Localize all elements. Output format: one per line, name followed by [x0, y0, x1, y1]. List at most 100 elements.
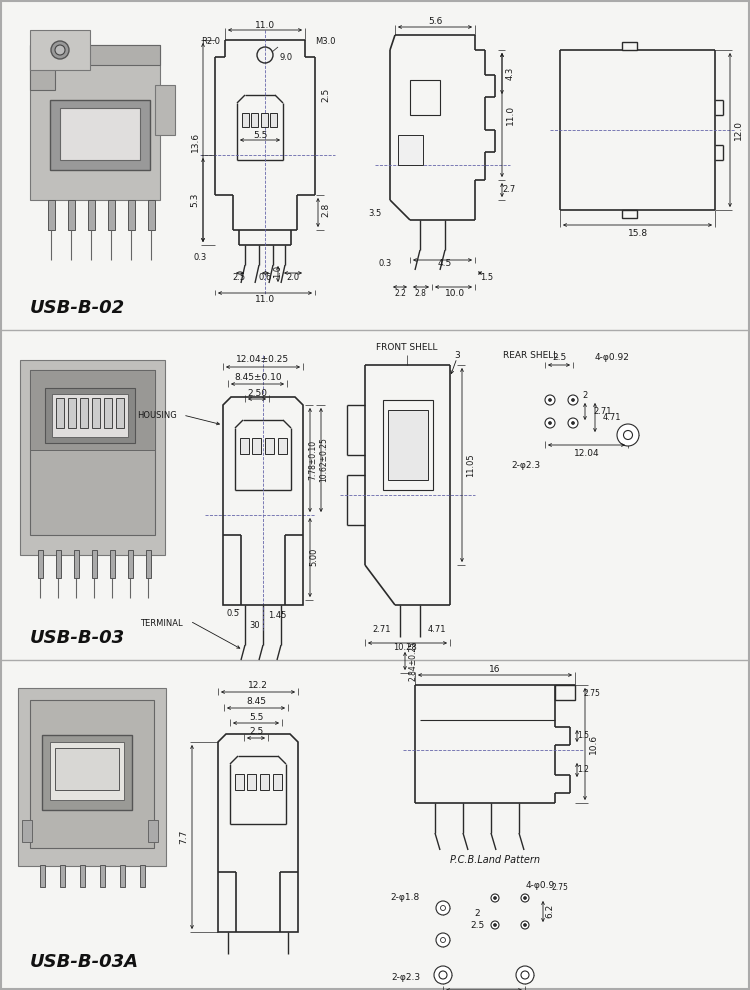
Bar [410, 80, 440, 115]
Text: 2.50: 2.50 [247, 388, 267, 398]
Text: USB-B-02: USB-B-02 [30, 299, 125, 317]
Text: 1.5: 1.5 [577, 731, 589, 740]
Text: 9.0: 9.0 [279, 52, 292, 61]
Text: 10.6: 10.6 [589, 734, 598, 754]
Text: 1.2: 1.2 [577, 765, 589, 774]
Text: 7.78±0.10: 7.78±0.10 [308, 440, 317, 480]
Bar [622, 210, 637, 218]
Text: 4-φ0.92: 4-φ0.92 [595, 352, 630, 361]
Text: 5.5: 5.5 [249, 713, 263, 722]
Text: 2.84±0.25: 2.84±0.25 [409, 641, 418, 681]
Text: 10.62±0.25: 10.62±0.25 [320, 438, 328, 482]
Text: 0.5̅: 0.5̅ [226, 609, 239, 618]
Circle shape [440, 906, 446, 911]
Text: TERMINAL: TERMINAL [140, 619, 183, 628]
Bar [38, 550, 43, 578]
Bar [74, 550, 79, 578]
Bar [42, 735, 132, 810]
Text: USB-B-03: USB-B-03 [30, 629, 125, 647]
Text: 5.5: 5.5 [253, 132, 267, 141]
Text: 13.6: 13.6 [190, 132, 200, 152]
Bar [146, 550, 151, 578]
Circle shape [491, 894, 499, 902]
Bar [155, 85, 175, 135]
Bar [30, 370, 155, 450]
Text: 2: 2 [582, 390, 588, 400]
Bar [60, 108, 140, 160]
Text: 10.0: 10.0 [445, 288, 465, 298]
Circle shape [568, 395, 578, 405]
Text: M3.0: M3.0 [315, 38, 335, 47]
Text: USB-B-03A: USB-B-03A [30, 953, 139, 971]
Bar [140, 865, 145, 887]
Text: 2.71: 2.71 [373, 626, 392, 635]
Circle shape [545, 395, 555, 405]
Text: 2-φ2.3: 2-φ2.3 [391, 972, 420, 981]
Bar [235, 774, 244, 790]
Circle shape [521, 921, 529, 929]
Text: 2.5: 2.5 [552, 352, 566, 361]
Bar [128, 550, 133, 578]
Text: 30: 30 [250, 621, 260, 630]
Circle shape [494, 924, 496, 927]
Bar [80, 398, 88, 428]
Text: 2.0: 2.0 [286, 272, 299, 281]
Circle shape [572, 422, 574, 425]
Text: 4.5: 4.5 [438, 258, 452, 267]
Text: 2: 2 [474, 909, 480, 918]
Text: 4.71: 4.71 [427, 626, 446, 635]
Bar [104, 398, 112, 428]
Bar [68, 398, 76, 428]
Text: 12.0: 12.0 [734, 120, 742, 140]
Text: 5.6: 5.6 [427, 18, 442, 27]
Bar [116, 398, 124, 428]
Bar [240, 438, 249, 454]
Circle shape [524, 924, 526, 927]
Text: 16: 16 [489, 665, 501, 674]
Text: 2-φ1.8: 2-φ1.8 [391, 894, 420, 903]
Text: 2.8: 2.8 [414, 288, 426, 298]
Text: 12.04±0.25: 12.04±0.25 [236, 355, 290, 364]
Bar [555, 685, 575, 700]
Circle shape [51, 41, 69, 59]
Bar [110, 550, 115, 578]
Bar [18, 688, 166, 866]
Text: 2.2: 2.2 [394, 288, 406, 298]
Circle shape [440, 938, 446, 942]
Text: 2.5: 2.5 [232, 272, 245, 281]
Text: 4.3: 4.3 [506, 66, 515, 79]
Text: 2-φ2.3: 2-φ2.3 [511, 460, 540, 469]
Text: 1.5: 1.5 [480, 272, 494, 281]
Circle shape [568, 418, 578, 428]
Bar [8, 345, 183, 605]
Bar [383, 400, 433, 490]
Circle shape [516, 966, 534, 984]
Bar [148, 200, 155, 230]
Circle shape [524, 897, 526, 900]
Text: 2.75: 2.75 [583, 688, 600, 698]
Circle shape [439, 971, 447, 979]
Circle shape [521, 894, 529, 902]
Bar [260, 774, 269, 790]
Text: 15.8: 15.8 [628, 229, 648, 238]
Bar [398, 135, 423, 165]
Bar [8, 675, 183, 910]
Text: 2.7: 2.7 [502, 185, 515, 194]
Circle shape [572, 399, 574, 402]
Text: 8.45±0.10: 8.45±0.10 [234, 372, 282, 381]
Bar [92, 398, 100, 428]
Bar [622, 42, 637, 50]
Bar [242, 113, 249, 127]
Circle shape [545, 418, 555, 428]
Bar [88, 200, 95, 230]
Text: 5.3: 5.3 [190, 193, 200, 207]
Text: 6.2: 6.2 [545, 904, 554, 918]
Polygon shape [30, 45, 160, 90]
Text: 5.00: 5.00 [310, 547, 319, 566]
Bar [128, 200, 135, 230]
Bar [55, 748, 119, 790]
Circle shape [436, 901, 450, 915]
Bar [20, 360, 165, 555]
Bar [56, 398, 64, 428]
Bar [48, 200, 55, 230]
